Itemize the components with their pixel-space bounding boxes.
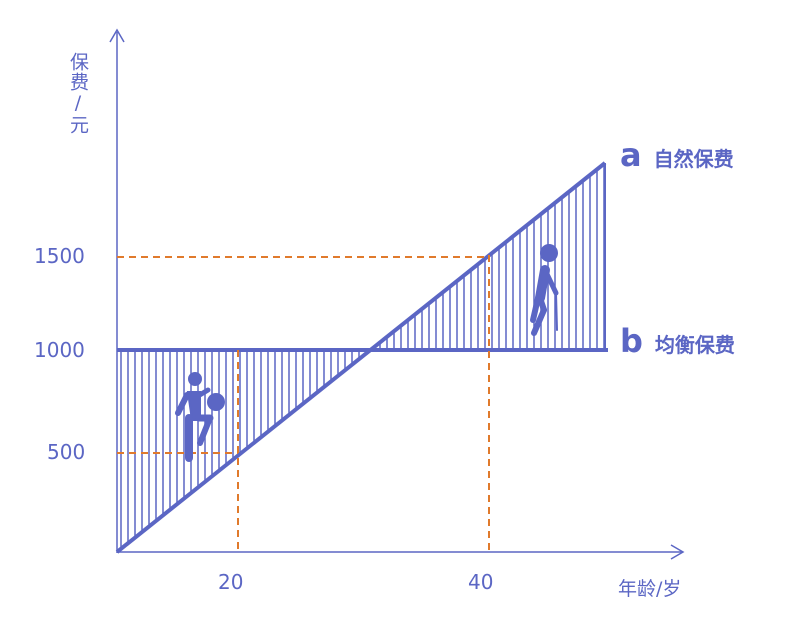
child-kicking-ball-icon <box>175 372 225 462</box>
y-tick-1500: 1500 <box>34 244 85 268</box>
y-tick-500: 500 <box>47 440 86 464</box>
x-tick-40: 40 <box>468 570 494 594</box>
y-axis-label: 保费/元 <box>67 52 89 135</box>
line-a-natural-premium <box>115 161 607 554</box>
legend-a: a 自然保费 <box>620 136 734 174</box>
x-axis-label: 年龄/岁 <box>618 578 682 600</box>
legend-b-name: 均衡保费 <box>654 333 735 357</box>
y-tick-1000: 1000 <box>34 338 85 362</box>
elderly-person-with-cane-icon <box>530 244 559 336</box>
x-tick-20: 20 <box>218 570 244 594</box>
legend-b: b 均衡保费 <box>620 322 735 360</box>
x-axis-arrow-icon <box>670 544 685 560</box>
legend-b-letter: b <box>620 322 643 360</box>
legend-a-name: 自然保费 <box>653 147 734 171</box>
y-axis-arrow-icon <box>109 28 125 43</box>
legend-a-letter: a <box>620 136 642 174</box>
